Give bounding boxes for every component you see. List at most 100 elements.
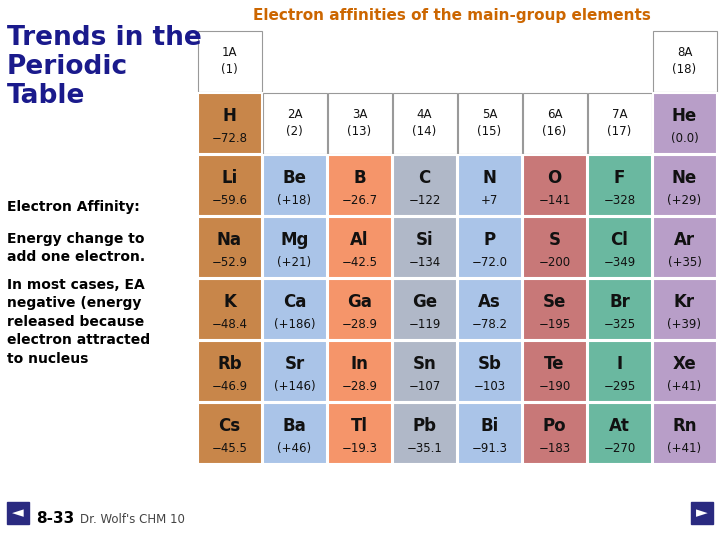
Text: Ba: Ba — [283, 416, 307, 435]
Text: Ne: Ne — [672, 168, 697, 186]
Text: Ca: Ca — [283, 293, 306, 310]
Text: O: O — [547, 168, 562, 186]
Text: −72.8: −72.8 — [212, 132, 248, 145]
Bar — [588, 217, 652, 278]
Text: In most cases, EA
negative (energy
released because
electron attracted
to nucleu: In most cases, EA negative (energy relea… — [7, 278, 150, 366]
Text: −122: −122 — [408, 194, 441, 207]
Text: 2A
(2): 2A (2) — [286, 109, 303, 138]
Text: Se: Se — [543, 293, 566, 310]
Text: −78.2: −78.2 — [472, 318, 508, 331]
Bar — [457, 154, 521, 215]
Text: −28.9: −28.9 — [341, 380, 377, 393]
Bar — [392, 217, 456, 278]
Bar — [523, 279, 587, 340]
Text: P: P — [483, 231, 495, 248]
Bar — [457, 92, 521, 153]
Text: K: K — [223, 293, 236, 310]
Text: −270: −270 — [603, 442, 636, 455]
Text: Sn: Sn — [413, 355, 436, 373]
Text: Na: Na — [217, 231, 242, 248]
Bar — [263, 341, 326, 402]
Text: I: I — [616, 355, 623, 373]
Bar — [588, 92, 652, 153]
Bar — [588, 341, 652, 402]
Bar — [652, 279, 716, 340]
Text: As: As — [478, 293, 501, 310]
Text: −91.3: −91.3 — [472, 442, 508, 455]
Bar — [197, 341, 261, 402]
Text: Ga: Ga — [347, 293, 372, 310]
Text: −119: −119 — [408, 318, 441, 331]
Text: Electron Affinity:: Electron Affinity: — [7, 200, 140, 214]
Text: Be: Be — [282, 168, 307, 186]
Bar — [197, 217, 261, 278]
Text: Te: Te — [544, 355, 564, 373]
Text: −59.6: −59.6 — [212, 194, 248, 207]
Bar — [392, 92, 456, 153]
Bar — [652, 341, 716, 402]
Bar — [652, 30, 716, 91]
Text: Rn: Rn — [672, 416, 697, 435]
Bar — [523, 217, 587, 278]
Text: (+186): (+186) — [274, 318, 315, 331]
Bar — [457, 279, 521, 340]
Bar — [328, 92, 392, 153]
Bar — [523, 92, 587, 153]
Bar — [523, 341, 587, 402]
Text: (+146): (+146) — [274, 380, 315, 393]
Bar — [691, 502, 713, 524]
Bar — [197, 92, 261, 153]
Text: Energy change to
add one electron.: Energy change to add one electron. — [7, 232, 145, 265]
Text: Po: Po — [543, 416, 567, 435]
Bar — [328, 217, 392, 278]
Text: 8A
(18): 8A (18) — [672, 46, 696, 76]
Text: (+18): (+18) — [277, 194, 312, 207]
Bar — [7, 502, 29, 524]
Text: Bi: Bi — [480, 416, 499, 435]
Text: N: N — [482, 168, 496, 186]
Text: Ar: Ar — [674, 231, 695, 248]
Text: −195: −195 — [539, 318, 571, 331]
Bar — [328, 402, 392, 463]
Bar — [523, 154, 587, 215]
Bar — [652, 92, 716, 153]
Text: −200: −200 — [539, 256, 570, 269]
Text: −295: −295 — [603, 380, 636, 393]
Text: Electron affinities of the main-group elements: Electron affinities of the main-group el… — [253, 8, 651, 23]
Bar — [197, 30, 261, 91]
Text: Xe: Xe — [672, 355, 696, 373]
Text: −72.0: −72.0 — [472, 256, 508, 269]
Text: 5A
(15): 5A (15) — [477, 109, 502, 138]
Bar — [263, 217, 326, 278]
Text: Sb: Sb — [477, 355, 501, 373]
Text: Tl: Tl — [351, 416, 368, 435]
Text: −35.1: −35.1 — [407, 442, 442, 455]
Text: −134: −134 — [408, 256, 441, 269]
Bar — [588, 154, 652, 215]
Text: (0.0): (0.0) — [670, 132, 698, 145]
Text: −328: −328 — [603, 194, 636, 207]
Text: B: B — [354, 168, 366, 186]
Text: +7: +7 — [481, 194, 498, 207]
Bar — [523, 402, 587, 463]
Bar — [392, 279, 456, 340]
Text: −107: −107 — [408, 380, 441, 393]
Text: F: F — [614, 168, 625, 186]
Text: ◄: ◄ — [12, 505, 24, 521]
Bar — [263, 279, 326, 340]
Bar — [263, 154, 326, 215]
Text: −349: −349 — [603, 256, 636, 269]
Bar — [457, 402, 521, 463]
Bar — [457, 341, 521, 402]
Bar — [328, 341, 392, 402]
Bar — [328, 154, 392, 215]
Text: S: S — [549, 231, 560, 248]
Text: In: In — [351, 355, 369, 373]
Bar — [263, 402, 326, 463]
Text: ►: ► — [696, 505, 708, 521]
Text: (+39): (+39) — [667, 318, 701, 331]
Text: −190: −190 — [539, 380, 571, 393]
Bar — [588, 279, 652, 340]
Bar — [197, 154, 261, 215]
Text: Si: Si — [415, 231, 433, 248]
